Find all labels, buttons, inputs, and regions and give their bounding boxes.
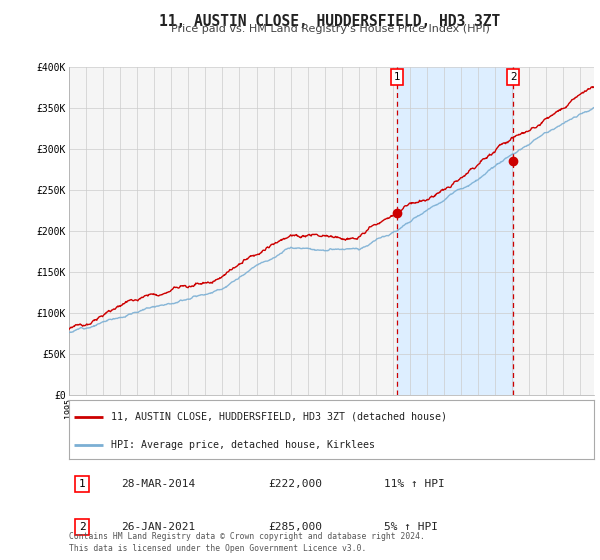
Text: 1: 1 [394, 72, 400, 82]
Text: 28-MAR-2014: 28-MAR-2014 [121, 479, 196, 489]
Text: This data is licensed under the Open Government Licence v3.0.: This data is licensed under the Open Gov… [69, 544, 367, 553]
Text: 1: 1 [79, 479, 86, 489]
Text: 2: 2 [79, 522, 86, 532]
Text: 2: 2 [510, 72, 517, 82]
Text: 11% ↑ HPI: 11% ↑ HPI [384, 479, 445, 489]
Text: 26-JAN-2021: 26-JAN-2021 [121, 522, 196, 532]
Text: HPI: Average price, detached house, Kirklees: HPI: Average price, detached house, Kirk… [111, 440, 375, 450]
Text: £285,000: £285,000 [269, 522, 323, 532]
Text: 11, AUSTIN CLOSE, HUDDERSFIELD, HD3 3ZT (detached house): 11, AUSTIN CLOSE, HUDDERSFIELD, HD3 3ZT … [111, 412, 447, 422]
Text: 11, AUSTIN CLOSE, HUDDERSFIELD, HD3 3ZT: 11, AUSTIN CLOSE, HUDDERSFIELD, HD3 3ZT [160, 14, 500, 29]
Text: Price paid vs. HM Land Registry's House Price Index (HPI): Price paid vs. HM Land Registry's House … [170, 24, 490, 34]
Bar [397, 67, 514, 395]
Text: Contains HM Land Registry data © Crown copyright and database right 2024.: Contains HM Land Registry data © Crown c… [69, 532, 425, 541]
Text: £222,000: £222,000 [269, 479, 323, 489]
Text: 5% ↑ HPI: 5% ↑ HPI [384, 522, 438, 532]
